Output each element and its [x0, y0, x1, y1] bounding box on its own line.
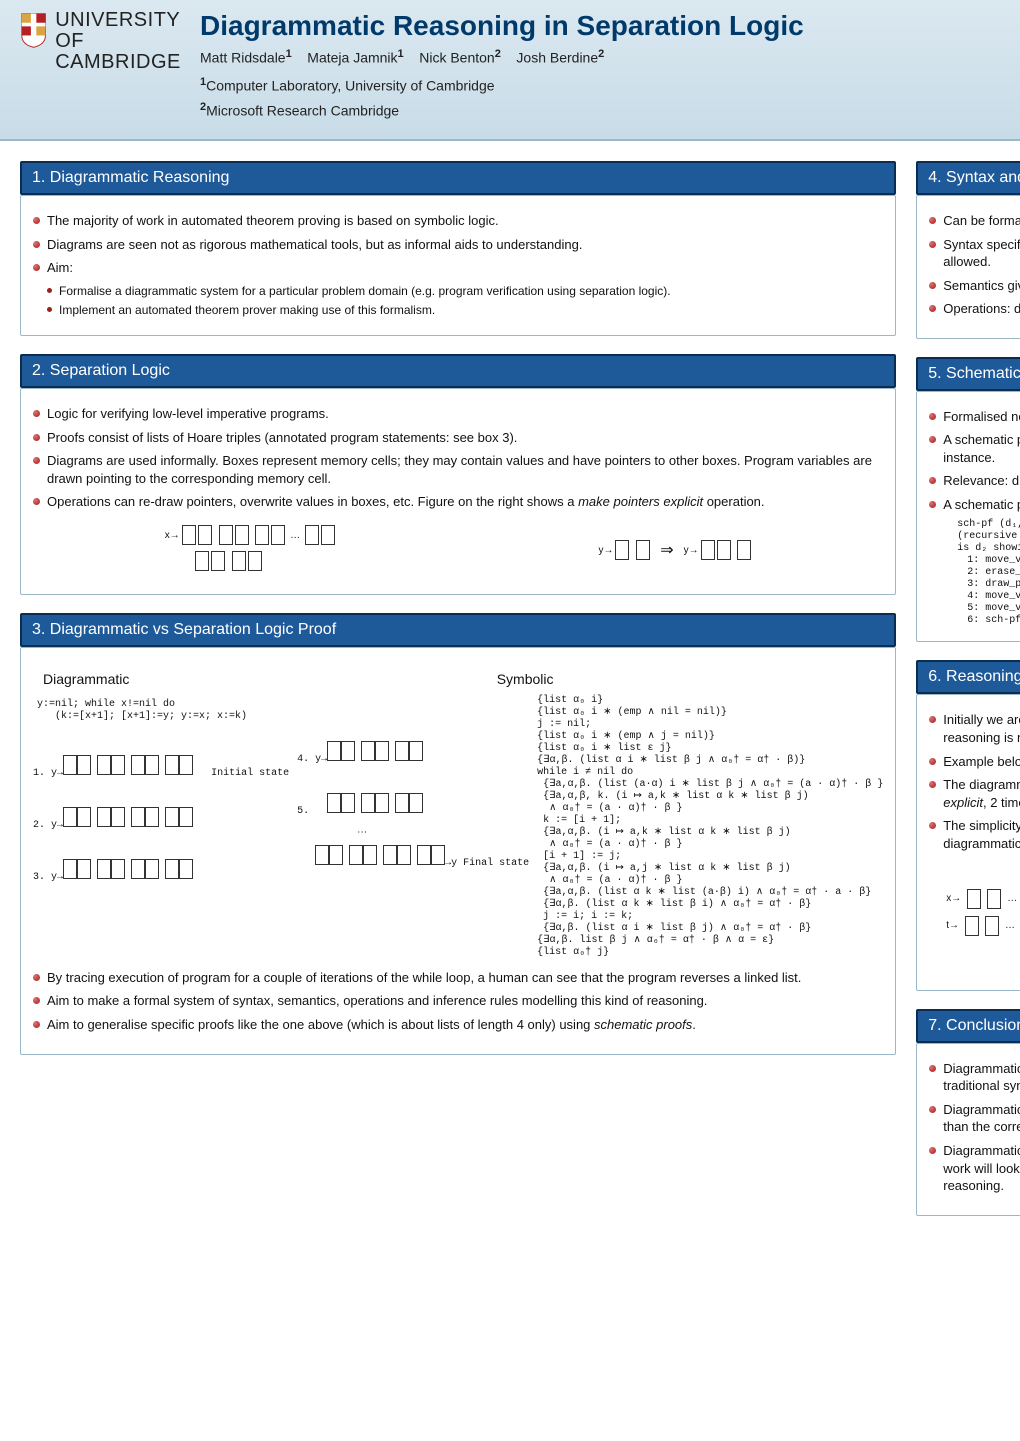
s3-bullet: Aim to generalise specific proofs like t… — [33, 1016, 883, 1034]
s2-figure: x→ … y→ ⇒ — [33, 525, 883, 576]
section-3-title: 3. Diagrammatic vs Separation Logic Proo… — [20, 613, 896, 647]
section-3: 3. Diagrammatic vs Separation Logic Proo… — [20, 613, 896, 1055]
section-1: 1. Diagrammatic Reasoning The majority o… — [20, 161, 896, 336]
s7-bullet: Diagrammatic proofs in separation logic … — [929, 1101, 1020, 1136]
s6-bullet: Example below: the left-hand diagram ent… — [929, 753, 1020, 771]
s2-bullet: Operations can re-draw pointers, overwri… — [33, 493, 883, 511]
header: UNIVERSITY OF CAMBRIDGE Diagrammatic Rea… — [0, 0, 1020, 141]
s2-bullet: Diagrams are used informally. Boxes repr… — [33, 452, 883, 487]
s5-code: sch-pf (d₁, d₂) (recursive function on p… — [957, 519, 1020, 627]
s3-subhead-right: Symbolic — [497, 670, 554, 689]
left-column: 1. Diagrammatic Reasoning The majority o… — [20, 161, 896, 1055]
affiliation-2: 2Microsoft Research Cambridge — [200, 101, 1000, 119]
section-1-title: 1. Diagrammatic Reasoning — [20, 161, 896, 195]
s5-bullet: A schematic proof is a program for gener… — [929, 431, 1020, 466]
s1-bullet: The majority of work in automated theore… — [33, 212, 883, 230]
s1-sub: Formalise a diagrammatic system for a pa… — [47, 283, 883, 299]
s1-sub: Implement an automated theorem prover ma… — [47, 302, 883, 318]
s6-bullet: Initially we are investigating how to re… — [929, 711, 1020, 746]
shield-icon — [20, 10, 47, 50]
section-6: 6. Reasoning About Static Program States… — [916, 660, 1020, 990]
s2-bullet: Proofs consist of lists of Hoare triples… — [33, 429, 883, 447]
uni-line1: UNIVERSITY OF — [55, 10, 200, 52]
university-logo: UNIVERSITY OF CAMBRIDGE — [20, 10, 200, 73]
s6-figure: x→ … t→ … ⇒ x→ … … t ≠ nil | ls(y, nil — [929, 862, 1020, 966]
section-6-title: 6. Reasoning About Static Program States — [916, 660, 1020, 694]
section-7: 7. Conclusions and Future Work Diagramma… — [916, 1009, 1020, 1216]
s1-bullet: Aim: — [33, 259, 883, 277]
s3-figure: y:=nil; while x!=nil do (k:=[x+1]; [x+1]… — [33, 695, 883, 959]
page-title: Diagrammatic Reasoning in Separation Log… — [200, 10, 1000, 42]
s5-bullet: Formalised notion of a general proof der… — [929, 408, 1020, 426]
s5-bullet: Relevance: diagrams are a way of using t… — [929, 472, 1020, 490]
s4-bullet: Semantics given by an interpretive funct… — [929, 277, 1020, 295]
s3-bullet: Aim to make a formal system of syntax, s… — [33, 992, 883, 1010]
s7-bullet: Diagrammatic logic can be formalised, an… — [929, 1060, 1020, 1095]
s3-bullet: By tracing execution of program for a co… — [33, 969, 883, 987]
s3-program: y:=nil; while x!=nil do (k:=[x+1]; [x+1]… — [37, 699, 289, 723]
s2-bullet: Logic for verifying low-level imperative… — [33, 405, 883, 423]
affiliation-1: 1Computer Laboratory, University of Camb… — [200, 76, 1000, 94]
s6-bullet: The diagrammatic proof proceeds by appli… — [929, 776, 1020, 811]
s4-bullet: Can be formally defined for diagrams, ju… — [929, 212, 1020, 230]
right-column: 4. Syntax and Semantics Can be formally … — [916, 161, 1020, 1216]
authors: Matt Ridsdale1 Mateja Jamnik1 Nick Bento… — [200, 48, 1000, 66]
section-7-title: 7. Conclusions and Future Work — [916, 1009, 1020, 1043]
s4-bullet: Syntax specifies shapes that can appear … — [929, 236, 1020, 271]
s7-bullet: Diagrammatic reasoning systems are highl… — [929, 1142, 1020, 1195]
section-4-title: 4. Syntax and Semantics — [916, 161, 1020, 195]
section-5-title: 5. Schematic Proofs — [916, 357, 1020, 391]
s1-bullet: Diagrams are seen not as rigorous mathem… — [33, 236, 883, 254]
s3-subhead-left: Diagrammatic — [43, 670, 497, 689]
uni-line2: CAMBRIDGE — [55, 52, 200, 73]
section-5: 5. Schematic Proofs Formalised notion of… — [916, 357, 1020, 643]
section-4: 4. Syntax and Semantics Can be formally … — [916, 161, 1020, 339]
section-2: 2. Separation Logic Logic for verifying … — [20, 354, 896, 595]
s6-bullet: The simplicity comes from the similar st… — [929, 817, 1020, 852]
s4-bullet: Operations: draw or erase operations for… — [929, 300, 1020, 318]
section-2-title: 2. Separation Logic — [20, 354, 896, 388]
s3-symbolic-proof: {list α₀ i} {list α₀ i ∗ (emp ∧ nil = ni… — [537, 695, 883, 959]
s5-bullet: A schematic proof of the theorem in box … — [929, 496, 1020, 514]
